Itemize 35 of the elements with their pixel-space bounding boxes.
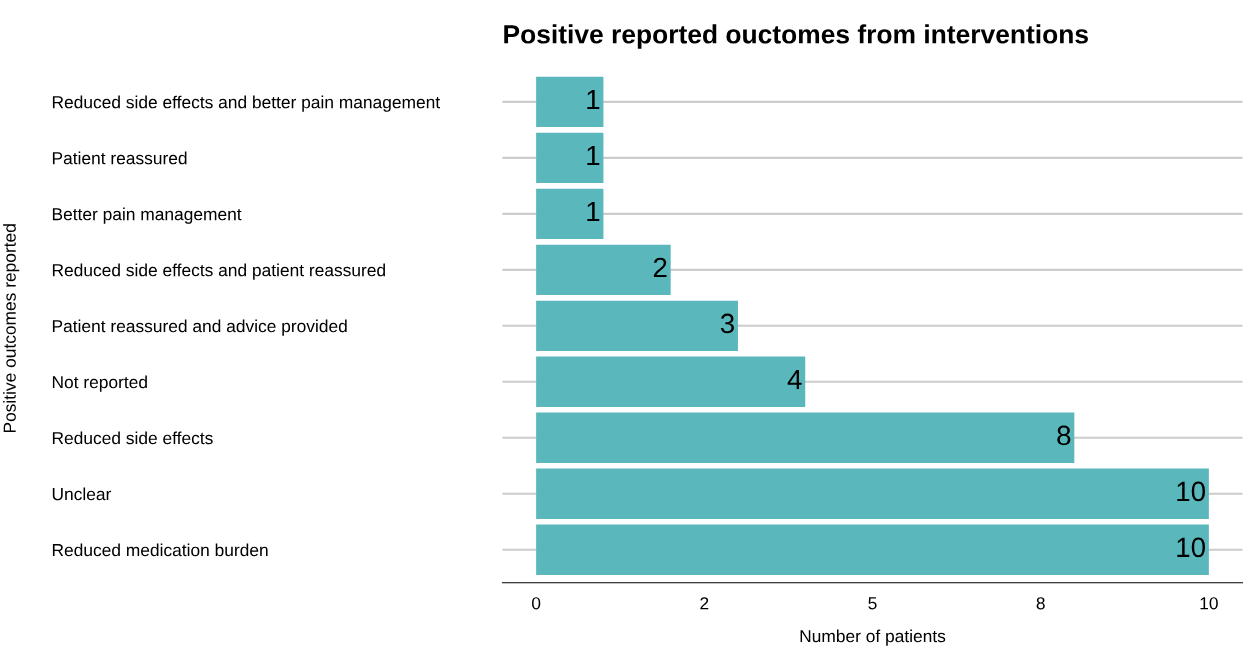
- bar: [536, 76, 604, 128]
- x-axis-title: Number of patients: [800, 629, 946, 646]
- x-tick-label: 10: [1200, 597, 1218, 610]
- bar: [536, 412, 1075, 463]
- x-tick-label: 0: [531, 597, 541, 610]
- data-label: 1: [587, 145, 600, 166]
- data-label: 10: [1177, 537, 1205, 558]
- y-tick-label: Reduced side effects and patient reassured: [52, 263, 385, 280]
- y-axis-title: Positive outcomes reported: [3, 224, 20, 433]
- data-label: 10: [1177, 481, 1205, 502]
- bar: [536, 132, 604, 184]
- x-tick-label: 8: [1036, 597, 1045, 610]
- y-tick-label: Reduced side effects: [52, 431, 213, 445]
- bar: [536, 468, 1209, 519]
- data-label: 1: [587, 201, 600, 222]
- y-tick-label: Better pain management: [52, 207, 242, 224]
- data-label: 2: [653, 257, 667, 278]
- x-tick-label: 2: [700, 597, 709, 610]
- bar: [536, 244, 671, 296]
- y-tick-label: Reduced medication burden: [52, 543, 268, 557]
- x-tick-label: 5: [868, 597, 877, 610]
- y-tick-label: Patient reassured: [52, 151, 187, 165]
- bar: [536, 356, 806, 407]
- y-tick-label: Patient reassured and advice provided: [52, 319, 347, 336]
- data-label: 3: [720, 313, 734, 334]
- bar: [536, 524, 1209, 575]
- y-tick-label: Unclear: [52, 487, 112, 501]
- data-label: 4: [787, 369, 802, 389]
- data-label: 1: [587, 89, 600, 110]
- bar: [536, 188, 604, 240]
- data-label: 8: [1057, 425, 1071, 446]
- bar: [536, 300, 738, 352]
- chart-title: Positive reported ouctomes from interventions: [504, 24, 1088, 49]
- y-tick-label: Not reported: [52, 375, 147, 392]
- y-tick-label: Reduced side effects and better pain management: [52, 95, 441, 112]
